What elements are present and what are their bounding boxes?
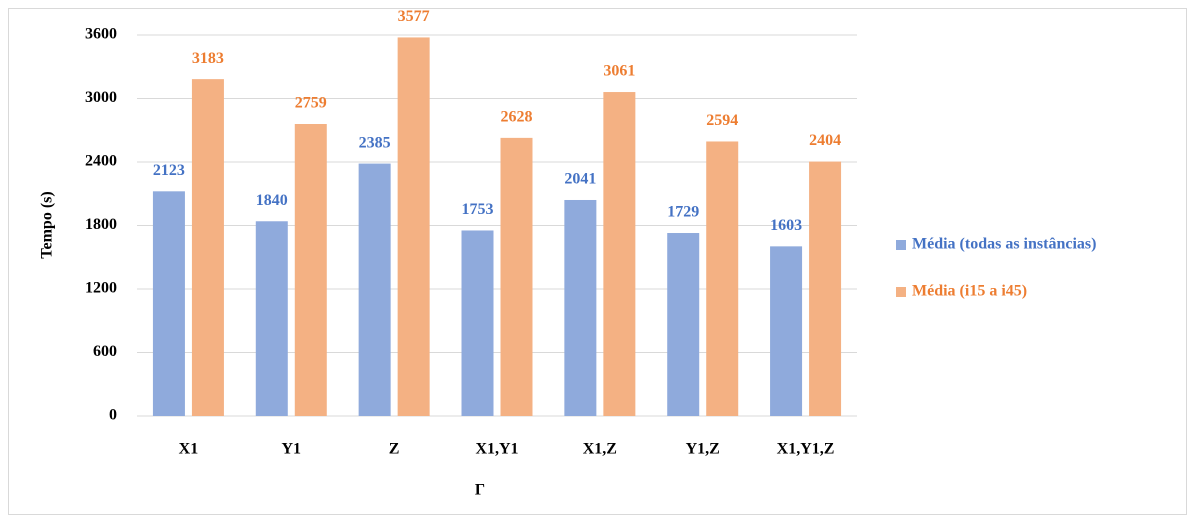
data-label: 2404 xyxy=(809,132,841,149)
bar xyxy=(294,124,327,417)
data-label: 3577 xyxy=(398,8,430,25)
data-label: 2594 xyxy=(706,112,738,129)
data-label: 2628 xyxy=(501,109,533,126)
data-label: 3061 xyxy=(603,63,635,80)
x-tick-label: X1 xyxy=(179,441,199,458)
y-tick-label: 3600 xyxy=(85,26,117,43)
data-label: 2385 xyxy=(359,134,391,151)
data-label: 1603 xyxy=(770,217,802,234)
data-label: 1753 xyxy=(462,201,494,218)
y-tick-label: 3000 xyxy=(85,89,117,106)
x-tick-label: Z xyxy=(389,441,400,458)
y-tick-label: 1800 xyxy=(85,216,117,233)
x-tick-label: X1,Y1 xyxy=(475,441,518,458)
x-tick-label: X1,Z xyxy=(583,441,617,458)
bar xyxy=(706,141,739,417)
legend-marker xyxy=(896,240,906,250)
y-tick-label: 2400 xyxy=(85,153,117,170)
bar xyxy=(397,37,430,416)
bar xyxy=(461,230,494,416)
bar xyxy=(191,79,224,416)
y-tick-label: 600 xyxy=(93,343,117,360)
data-label: 1729 xyxy=(667,204,699,221)
x-axis-title: Γ xyxy=(475,482,485,499)
y-axis-title: Tempo (s) xyxy=(39,191,56,258)
x-tick-label: Y1,Z xyxy=(686,441,720,458)
chart-border xyxy=(8,8,1187,515)
bar xyxy=(667,233,700,416)
data-label: 1840 xyxy=(256,192,288,209)
y-tick-label: 1200 xyxy=(85,280,117,297)
x-tick-label: X1,Y1,Z xyxy=(777,441,835,458)
bar xyxy=(564,199,597,416)
bar xyxy=(255,221,288,416)
legend-marker xyxy=(896,287,906,297)
legend-label: Média (todas as instâncias) xyxy=(912,236,1096,253)
bar xyxy=(358,163,391,416)
y-tick-label: 0 xyxy=(109,407,117,424)
legend-label: Média (i15 a i45) xyxy=(912,283,1027,300)
data-label: 3183 xyxy=(192,50,224,67)
bar xyxy=(603,92,636,417)
bar xyxy=(152,191,185,416)
bar xyxy=(809,161,842,416)
bar xyxy=(500,137,533,416)
data-label: 2041 xyxy=(564,171,596,188)
data-label: 2123 xyxy=(153,162,185,179)
bar xyxy=(770,246,803,416)
x-tick-label: Y1 xyxy=(282,441,302,458)
data-label: 2759 xyxy=(295,95,327,112)
